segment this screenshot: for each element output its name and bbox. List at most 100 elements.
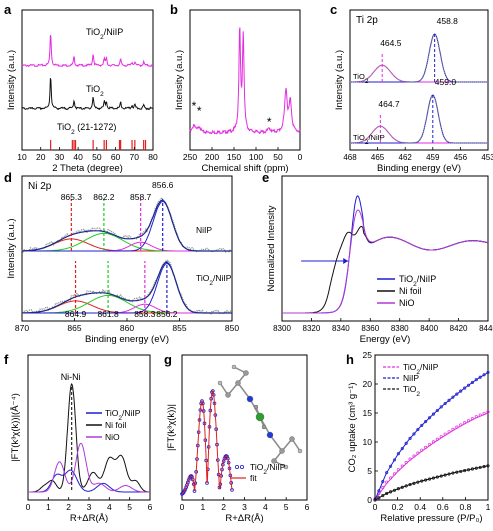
xps-sample-label-sub: 2: [365, 78, 369, 85]
y-axis-label: Intensity (a.u.): [334, 50, 345, 110]
uptake-data-point: [435, 437, 439, 441]
peak-value-label: 458.8: [437, 16, 459, 26]
peak-value-label: 861.8: [97, 309, 119, 319]
uptake-data-point: [455, 392, 459, 396]
uptake-data-point: [385, 480, 389, 484]
peak-value-label: 862.2: [93, 192, 115, 202]
x-tick-label: 468: [343, 153, 357, 162]
molecule-atom: [255, 412, 265, 422]
legend-label: TiO2: [403, 384, 420, 398]
x-tick-label: 456: [454, 153, 468, 162]
x-tick-label: 465: [371, 153, 385, 162]
uptake-data-point: [428, 442, 432, 447]
x-axis-label: R+ΔR(Å): [70, 513, 108, 524]
y-tick-label: 5: [367, 466, 372, 476]
x-tick-label: 6: [305, 502, 310, 512]
xps-sample-label-sub: 2: [365, 139, 369, 146]
x-tick-label: 4: [107, 502, 112, 512]
molecule-atom: [235, 380, 241, 386]
y-tick-label: 20: [363, 379, 373, 389]
uptake-data-point: [404, 441, 408, 445]
uptake-data-point: [416, 451, 420, 455]
x-tick-label: 5: [284, 502, 289, 512]
xps-sample-label-main: TiO: [196, 273, 210, 283]
xrd-label-tio2-niip-sub: 2: [100, 34, 104, 41]
uptake-data-point: [482, 373, 486, 377]
x-tick-label: 453: [481, 153, 493, 162]
uptake-data-point: [451, 471, 455, 475]
xps-fit-ti2p12: [350, 64, 488, 83]
molecule-atom: [261, 424, 267, 430]
uptake-data-point: [478, 465, 482, 469]
legend-label: Ni foil: [105, 420, 126, 430]
x-tick-label: 20: [36, 152, 46, 162]
peak-value-label: 858.7: [130, 192, 152, 202]
x-tick-label: 100: [249, 152, 263, 162]
xrd-label-tio2-niip: TiO2/NiIP: [86, 27, 123, 41]
legend-swatch: [239, 464, 244, 469]
legend-label-tail: /NiIP: [420, 362, 439, 372]
peak-value-label: 865.3: [61, 192, 83, 202]
uptake-data-point: [392, 458, 397, 462]
xrd-line-0: [21, 34, 154, 68]
x-tick-label: 30: [55, 152, 65, 162]
xps-envelope: [22, 199, 232, 252]
panel-d-frame: [21, 175, 233, 322]
uptake-data-point: [451, 395, 455, 399]
x-axis-label: 2 Theta (degree): [52, 163, 123, 174]
legend-label: TiO2/NiIP: [399, 274, 436, 288]
molecule-atom: [271, 458, 277, 464]
xrd-line-1: [21, 78, 154, 111]
legend-label-main: TiO: [105, 408, 119, 418]
uptake-data-point: [400, 446, 404, 451]
molecule-atom: [289, 436, 295, 442]
panel-letter-a: a: [4, 2, 12, 17]
x-tick-label: 150: [227, 152, 241, 162]
xrd-label-tio2: TiO2: [86, 84, 104, 98]
legend-label-main: TiO: [399, 274, 413, 284]
uptake-data-point: [392, 472, 397, 476]
panel-e-frame: [281, 175, 489, 322]
uptake-data-point: [470, 417, 474, 421]
legend-label-sub: 2: [416, 391, 420, 398]
xps-envelope: [22, 261, 232, 314]
uptake-data-point: [474, 415, 478, 419]
uptake-data-point: [412, 454, 416, 458]
legend-label-main: NiO: [105, 432, 120, 442]
x-tick-label: 8300: [273, 324, 291, 333]
uptake-data-point: [459, 423, 463, 427]
x-tick-label: 8400: [420, 324, 438, 333]
x-tick-label: 855: [172, 323, 186, 333]
legend-label-main: NiO: [399, 298, 415, 308]
xps-sample-label-main: TiO: [353, 72, 365, 81]
panel-h-frame: [374, 354, 489, 501]
uptake-data-point: [424, 478, 428, 482]
legend-label-main: Ni foil: [399, 286, 422, 296]
x-axis-label: Energy (eV): [360, 334, 411, 345]
panel-a-frame: [21, 9, 154, 151]
molecule-atom: [243, 370, 249, 376]
uptake-data-point: [428, 477, 432, 481]
x-tick-label: 50: [273, 152, 283, 162]
uptake-data-point: [474, 378, 478, 382]
x-tick-label: 8380: [391, 324, 409, 333]
panel-letter-e: e: [262, 170, 269, 185]
peak-value-label: 464.5: [380, 38, 402, 48]
xps-sample-label: TiO2: [353, 72, 369, 85]
panel-c-frame: [349, 9, 489, 151]
x-tick-label: 459: [426, 153, 440, 162]
uptake-data-point: [459, 389, 463, 393]
x-tick-label: 0.2: [392, 502, 404, 512]
uptake-data-point: [381, 494, 385, 498]
x-tick-label: 860: [120, 323, 134, 333]
uptake-data-point: [451, 427, 455, 431]
uptake-data-point: [392, 488, 397, 492]
legend-label: TiO2/NiIP: [105, 408, 141, 422]
xrd-label-ref-main: TiO: [57, 122, 71, 132]
xps-sample-label-tail: /NiIP: [213, 273, 232, 283]
uptake-data-point: [404, 460, 408, 465]
peak-value-label: 856.2: [156, 309, 178, 319]
nmr-asterisk: *: [192, 99, 197, 113]
uptake-data-point: [420, 423, 424, 427]
uptake-data-point: [486, 370, 490, 374]
